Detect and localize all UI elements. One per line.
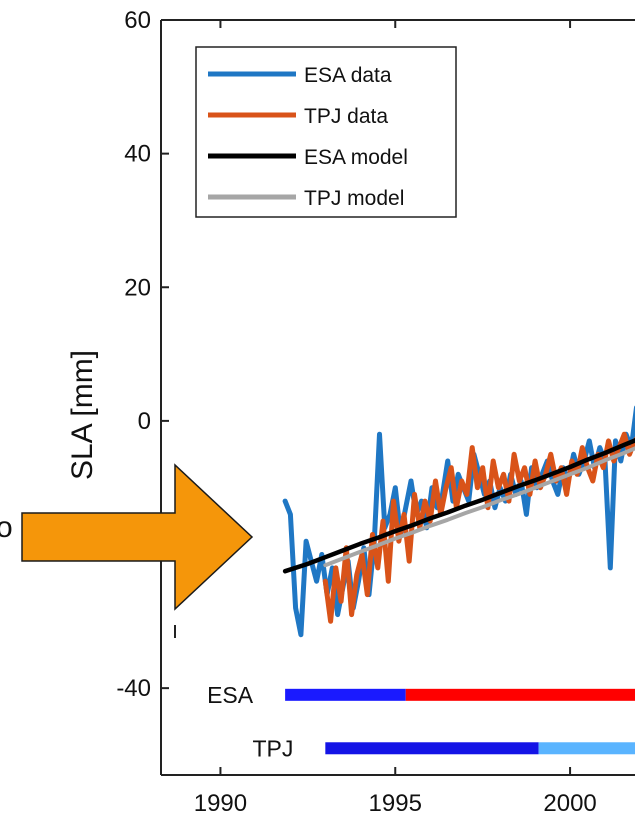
y-tick-label: -40 [116,675,151,702]
coverage-bars: ESA TPJ [207,682,635,761]
legend: ESA data TPJ data ESA model TPJ model [195,46,457,218]
coverage-label-esa: ESA [207,682,254,708]
coverage-segment-tpj-0 [325,742,539,755]
left-text-fragment: o [0,511,13,544]
series-line-tpj-model [323,446,635,568]
y-tick-label: 40 [124,141,151,168]
y-tick-label: 0 [138,408,151,435]
coverage-segment-esa-0 [285,688,406,701]
series-line-esa-model [282,437,635,574]
x-tick-label: 1995 [369,790,422,817]
x-tick-label: 2000 [543,790,596,817]
annotation-arrow [21,463,254,638]
y-tick-label: 60 [124,7,151,34]
x-tick-label: 1990 [194,790,247,817]
y-axis-label: SLA [mm] [66,350,99,480]
legend-entry: ESA model [304,146,408,169]
legend-entry: TPJ data [304,105,388,128]
orange-arrow-icon [21,463,254,611]
legend-entry: ESA data [304,64,392,87]
coverage-segment-esa-1 [405,688,635,701]
y-tick-label: 20 [124,274,151,301]
plot-layer [282,405,635,638]
coverage-segment-tpj-1 [538,742,635,755]
legend-entry: TPJ model [304,187,404,210]
coverage-label-tpj: TPJ [252,735,293,761]
axes-layer: 60 40 20 0 -40 1990 1995 2000 [116,7,635,817]
